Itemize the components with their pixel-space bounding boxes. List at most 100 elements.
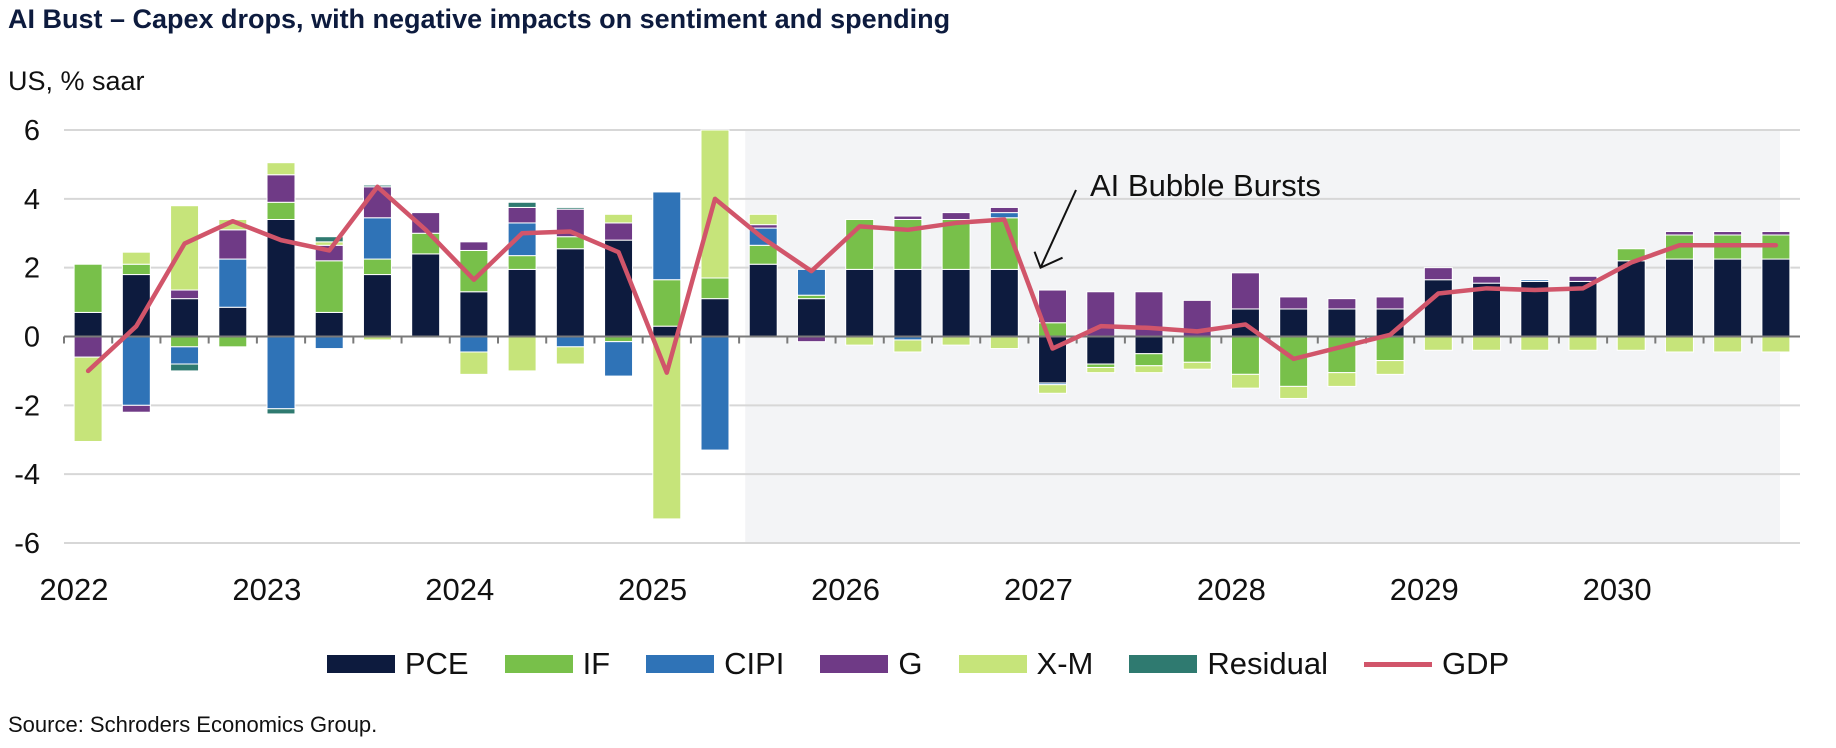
y-axis-unit-label: US, % saar — [8, 66, 145, 96]
bar-cipi-2029q3 — [1520, 279, 1550, 282]
bar-if-2022q1 — [73, 263, 103, 313]
y-tick-label: 2 — [24, 253, 40, 285]
bar-if-2024q3 — [555, 236, 585, 250]
bar-g-2022q1 — [73, 336, 103, 358]
bar-cipi-2025q4 — [796, 268, 826, 296]
bar-g-2028q2 — [1279, 296, 1309, 310]
bar-g-2026q4 — [989, 206, 1019, 214]
bar-x-m-2030q1 — [1616, 336, 1646, 351]
bar-g-2030q3 — [1713, 231, 1743, 236]
legend-item-if: IF — [504, 646, 611, 682]
bar-residual-2024q3 — [555, 206, 585, 210]
bar-g-2030q4 — [1761, 231, 1791, 236]
bar-if-2025q4 — [796, 294, 826, 300]
bar-x-m-2024q4 — [604, 213, 634, 224]
bar-if-2027q3 — [1134, 353, 1164, 367]
bar-x-m-2028q1 — [1230, 373, 1260, 389]
legend-label-cipi: CIPI — [724, 646, 785, 681]
x-tick-label-2028: 2028 — [1197, 572, 1266, 607]
bar-g-2024q4 — [604, 222, 634, 241]
y-tick-label: 6 — [24, 115, 40, 147]
bar-x-m-2030q2 — [1664, 336, 1694, 353]
bar-x-m-2029q1 — [1423, 336, 1453, 351]
bar-x-m-2028q2 — [1279, 385, 1309, 399]
bar-x-m-2027q1 — [1038, 384, 1068, 394]
legend-label-x-m: X-M — [1036, 646, 1094, 681]
bar-g-2028q4 — [1375, 296, 1405, 310]
annotation-arrowhead — [1033, 251, 1063, 270]
bar-if-2024q2 — [507, 255, 537, 270]
bar-cipi-2023q3 — [362, 217, 392, 260]
bar-cipi-2026q4 — [989, 212, 1019, 219]
bar-x-m-2025q3 — [748, 213, 778, 226]
legend-swatch-x-m — [958, 655, 1027, 673]
bar-if-2022q3 — [170, 336, 200, 348]
legend-item-cipi: CIPI — [646, 646, 784, 682]
bar-g-2028q3 — [1327, 298, 1357, 310]
bar-if-2023q1 — [266, 201, 296, 220]
y-tick-label: -4 — [14, 459, 40, 491]
legend-swatch-pce — [326, 655, 395, 673]
y-tick-label: -2 — [14, 390, 40, 422]
bar-x-m-2026q3 — [941, 336, 971, 346]
bar-pce-2030q4 — [1761, 258, 1791, 337]
bar-pce-2023q2 — [314, 311, 344, 337]
bar-x-m-2026q1 — [845, 336, 875, 346]
bar-residual-2024q2 — [507, 201, 537, 208]
x-tick-label-2029: 2029 — [1390, 572, 1459, 607]
bar-if-2023q2 — [314, 260, 344, 313]
bar-pce-2028q3 — [1327, 308, 1357, 338]
bar-x-m-2023q2 — [314, 241, 344, 246]
legend-swatch-if — [504, 655, 573, 673]
bar-pce-2025q3 — [748, 263, 778, 338]
x-tick-label-2025: 2025 — [618, 572, 687, 607]
bar-x-m-2027q4 — [1182, 361, 1212, 370]
legend-item-x-m: X-M — [958, 646, 1094, 682]
bar-cipi-2022q2 — [121, 336, 151, 406]
bar-g-2026q2 — [893, 215, 923, 220]
bar-if-2028q2 — [1279, 336, 1309, 387]
bar-if-2023q3 — [362, 258, 392, 276]
bar-x-m-2027q3 — [1134, 365, 1164, 374]
bar-g-2022q3 — [170, 289, 200, 300]
annotation-ai-bubble-bursts: AI Bubble Bursts — [1090, 168, 1321, 203]
bar-pce-2025q4 — [796, 298, 826, 337]
bar-cipi-2024q4 — [604, 341, 634, 377]
legend-label-pce: PCE — [404, 646, 469, 681]
bar-pce-2023q4 — [411, 253, 441, 337]
source-note: Source: Schroders Economics Group. — [8, 712, 378, 737]
bar-if-2025q1 — [652, 279, 682, 327]
bar-x-m-2024q1 — [459, 351, 489, 375]
bar-residual-2023q1 — [266, 408, 296, 415]
bar-pce-2030q2 — [1664, 258, 1694, 337]
bar-x-m-2029q4 — [1568, 336, 1598, 351]
gdp-line — [85, 184, 1779, 375]
bar-if-2028q4 — [1375, 336, 1405, 362]
bar-residual-2023q2 — [314, 236, 344, 243]
bar-if-2022q4 — [218, 336, 248, 348]
chart-title: AI Bust – Capex drops, with negative imp… — [8, 4, 951, 34]
legend-label-g: G — [898, 646, 923, 681]
bar-cipi-2024q3 — [555, 336, 585, 348]
x-tick-label-2027: 2027 — [1004, 572, 1073, 607]
legend-label-if: IF — [582, 646, 611, 681]
y-tick-label: 4 — [24, 184, 40, 216]
bar-g-2022q4 — [218, 229, 248, 260]
bar-pce-2022q3 — [170, 298, 200, 337]
bar-if-2025q2 — [700, 277, 730, 300]
bar-if-2028q1 — [1230, 336, 1260, 375]
bar-pce-2022q4 — [218, 306, 248, 337]
bar-g-2026q3 — [941, 212, 971, 220]
bar-cipi-2022q3 — [170, 346, 200, 365]
bar-cipi-2023q1 — [266, 336, 296, 410]
annotation-arrow — [1039, 189, 1077, 269]
bar-pce-2025q2 — [700, 298, 730, 337]
bar-x-m-2024q2 — [507, 336, 537, 372]
x-tick-label-2022: 2022 — [40, 572, 109, 607]
bar-g-2029q1 — [1423, 267, 1453, 281]
chart-legend: PCE IF CIPI G X-M Residual GDP — [0, 646, 1836, 682]
bar-pce-2024q3 — [555, 248, 585, 337]
bar-g-2023q4 — [411, 212, 441, 234]
bar-if-2023q4 — [411, 232, 441, 255]
